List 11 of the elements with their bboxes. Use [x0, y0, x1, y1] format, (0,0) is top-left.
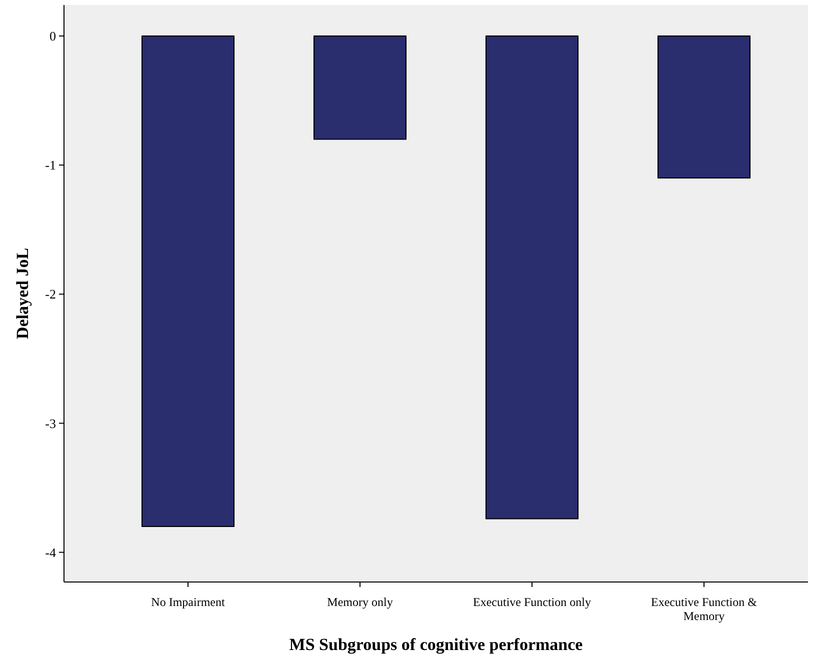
y-tick-label: -1 — [45, 158, 56, 173]
x-tick-label: Memory only — [327, 595, 393, 609]
x-tick-label: No Impairment — [151, 595, 226, 609]
x-tick-label: Executive Function & Memory — [651, 595, 758, 623]
y-axis-title: Delayed JoL — [13, 248, 32, 340]
y-tick-label: 0 — [50, 28, 56, 44]
x-axis-title: MS Subgroups of cognitive performance — [289, 635, 584, 654]
x-tick-label: Executive Function only — [473, 595, 591, 609]
y-tick-label: -3 — [45, 416, 56, 431]
y-tick-label: -4 — [45, 544, 56, 560]
y-tick-label: -2 — [45, 286, 56, 302]
